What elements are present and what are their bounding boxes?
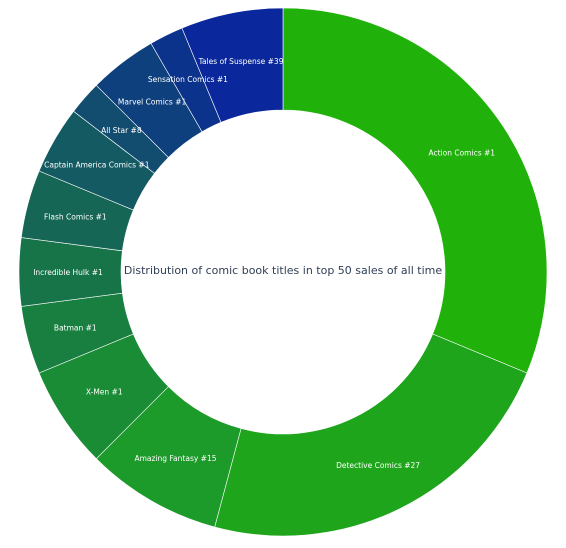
slice-tales-of-suspense-39[interactable] xyxy=(181,7,284,123)
slices-layer xyxy=(18,7,548,537)
slice-action-comics-1[interactable] xyxy=(282,7,548,374)
slice-label-tales-of-suspense-39: Tales of Suspense #39 xyxy=(198,57,284,66)
slice-label-all-star-8: All Star #8 xyxy=(101,126,142,135)
slice-label-x-men-1: X-Men #1 xyxy=(86,387,123,396)
slice-label-action-comics-1: Action Comics #1 xyxy=(428,149,495,158)
labels-layer: Action Comics #1 Detective Comics #27 Amaz… xyxy=(33,57,495,470)
slice-label-marvel-comics-1: Marvel Comics #1 xyxy=(118,97,187,106)
slice-label-amazing-fantasy-15: Amazing Fantasy #15 xyxy=(134,454,216,463)
slice-detective-comics-27[interactable] xyxy=(214,333,528,537)
slice-label-flash-comics-1: Flash Comics #1 xyxy=(44,212,107,221)
slice-label-batman-1: Batman #1 xyxy=(54,324,97,333)
chart-title: Distribution of comic book titles in top… xyxy=(124,264,443,277)
slice-label-sensation-comics-1: Sensation Comics #1 xyxy=(148,75,228,84)
slice-label-detective-comics-27: Detective Comics #27 xyxy=(336,461,420,470)
slice-label-captain-america-comics-1: Captain America Comics #1 xyxy=(44,161,150,170)
slice-label-incredible-hulk-1: Incredible Hulk #1 xyxy=(33,268,103,277)
